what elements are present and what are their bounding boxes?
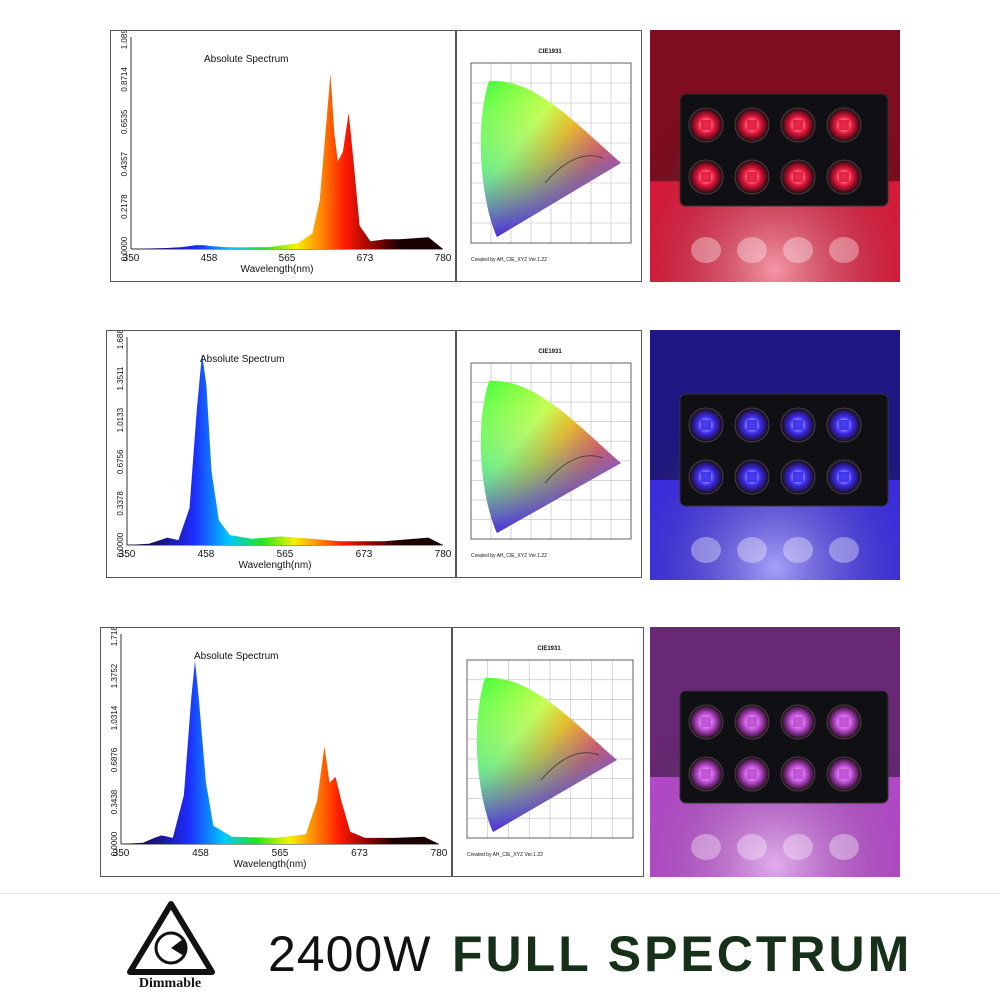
lens-reflection — [783, 537, 813, 563]
x-tick-label: 350 — [113, 848, 130, 859]
led-panel-photo — [650, 330, 900, 580]
lens-reflection — [691, 537, 721, 563]
lens-reflection — [829, 537, 859, 563]
y-tick-label: 0.0000 — [116, 532, 125, 557]
x-axis-label: Wavelength(nm) — [234, 859, 307, 870]
lens-reflection — [829, 237, 859, 263]
led-panel-photo — [650, 627, 900, 877]
y-tick-label: 0.2178 — [120, 194, 129, 219]
footer-divider — [0, 893, 1000, 894]
x-tick-label: 780 — [435, 549, 452, 560]
cie-gamut-shade — [480, 380, 621, 533]
x-tick-label: 458 — [201, 253, 218, 264]
y-tick-label: 0.4357 — [120, 151, 129, 176]
cie-credit: Created by AH_CIE_XYZ Ver.1.22 — [467, 852, 543, 858]
spectrum-chart: 350 458 565 673 780 Wavelength(nm) 0.0000 0.343… — [100, 627, 452, 877]
led-panel-photo — [650, 30, 900, 282]
cie-diagram: CIE1931 Created by AH_CIE_XYZ Ver.1.22 — [452, 627, 644, 877]
planckian-locus — [544, 155, 604, 184]
cie-credit: Created by AH_CIE_XYZ Ver.1.22 — [471, 553, 547, 559]
spectrum-title: FULL SPECTRUM — [452, 926, 913, 982]
chart-title: Absolute Spectrum — [194, 651, 279, 662]
y-tick-label: 0.6876 — [110, 747, 119, 772]
cie-diagram: CIE1931 Created by AH_CIE_XYZ Ver.1.22 — [456, 330, 642, 578]
cie-title: CIE1931 — [538, 349, 562, 355]
cie-credit: Created by AH_CIE_XYZ Ver.1.22 — [471, 257, 547, 263]
x-tick-label: 673 — [356, 549, 373, 560]
x-tick-label: 780 — [435, 253, 452, 264]
led-photo-svg — [650, 30, 900, 282]
x-tick-label: 458 — [198, 549, 215, 560]
lens-reflection — [737, 537, 767, 563]
chart-title: Absolute Spectrum — [204, 54, 289, 65]
y-tick-label: 1.0133 — [116, 407, 125, 432]
y-tick-label: 0.3438 — [110, 789, 119, 814]
cie-title: CIE1931 — [537, 646, 561, 652]
dimmable-label: Dimmable — [138, 976, 202, 991]
y-tick-label: 0.3378 — [116, 491, 125, 516]
lens-reflection — [783, 237, 813, 263]
spectrum-chart-svg: 350 458 565 673 780 Wavelength(nm) 0.0000 0.337… — [116, 331, 452, 571]
cie-diagram-svg: CIE1931 Created by AH_CIE_XYZ Ver.1.22 — [470, 49, 632, 263]
y-tick-label: 0.8714 — [120, 67, 129, 92]
lens-reflection — [737, 237, 767, 263]
spectrum-area — [131, 73, 443, 249]
cie-gamut-shade — [480, 80, 621, 237]
x-axis-label: Wavelength(nm) — [239, 560, 312, 571]
cie-grid — [470, 362, 632, 540]
led-photo-svg — [650, 330, 900, 580]
spectrum-chart: 350 458 565 673 780 Wavelength(nm) 0.0000 0.337… — [106, 330, 456, 578]
y-tick-label: 1.7189 — [110, 628, 119, 646]
lens-reflection — [691, 237, 721, 263]
planckian-locus — [544, 455, 604, 484]
y-tick-label: 0.0000 — [110, 831, 119, 856]
x-tick-label: 565 — [279, 253, 296, 264]
y-tick-label: 1.0892 — [120, 31, 129, 49]
x-tick-label: 780 — [431, 848, 448, 859]
y-tick-label: 1.6889 — [116, 331, 125, 349]
cie-gamut-shade — [476, 677, 617, 832]
x-tick-label: 673 — [357, 253, 374, 264]
cie-diagram-svg: CIE1931 Created by AH_CIE_XYZ Ver.1.22 — [466, 646, 634, 858]
x-tick-label: 673 — [351, 848, 368, 859]
spectrum-area — [127, 354, 443, 545]
cie-title: CIE1931 — [538, 49, 562, 55]
cie-diagram-svg: CIE1931 Created by AH_CIE_XYZ Ver.1.22 — [470, 349, 632, 559]
chart-title: Absolute Spectrum — [200, 354, 285, 365]
x-tick-label: 350 — [119, 549, 136, 560]
y-tick-label: 1.3511 — [116, 366, 125, 390]
x-tick-label: 458 — [192, 848, 209, 859]
y-tick-label: 0.0000 — [120, 236, 129, 261]
lens-reflection — [783, 834, 813, 860]
dimmable-icon — [127, 901, 215, 975]
wattage-title: 2400W — [268, 926, 432, 982]
planckian-locus — [540, 752, 600, 781]
x-tick-label: 350 — [123, 253, 140, 264]
x-tick-label: 565 — [277, 549, 294, 560]
spectrum-area — [121, 660, 439, 844]
lens-reflection — [737, 834, 767, 860]
spectrum-chart-svg: 350 458 565 673 780 Wavelength(nm) 0.0000 0.217… — [120, 31, 452, 275]
spectrum-chart-svg: 350 458 565 673 780 Wavelength(nm) 0.0000 0.343… — [110, 628, 448, 870]
y-tick-label: 0.6756 — [116, 449, 125, 474]
cie-diagram: CIE1931 Created by AH_CIE_XYZ Ver.1.22 — [456, 30, 642, 282]
x-axis-label: Wavelength(nm) — [241, 264, 314, 275]
lens-reflection — [829, 834, 859, 860]
y-tick-label: 1.0314 — [110, 705, 119, 730]
y-tick-label: 0.6535 — [120, 109, 129, 134]
spectrum-chart: 350 458 565 673 780 Wavelength(nm) 0.0000 0.217… — [110, 30, 456, 282]
lens-reflection — [691, 834, 721, 860]
y-tick-label: 1.3752 — [110, 663, 119, 688]
led-photo-svg — [650, 627, 900, 877]
x-tick-label: 565 — [272, 848, 289, 859]
